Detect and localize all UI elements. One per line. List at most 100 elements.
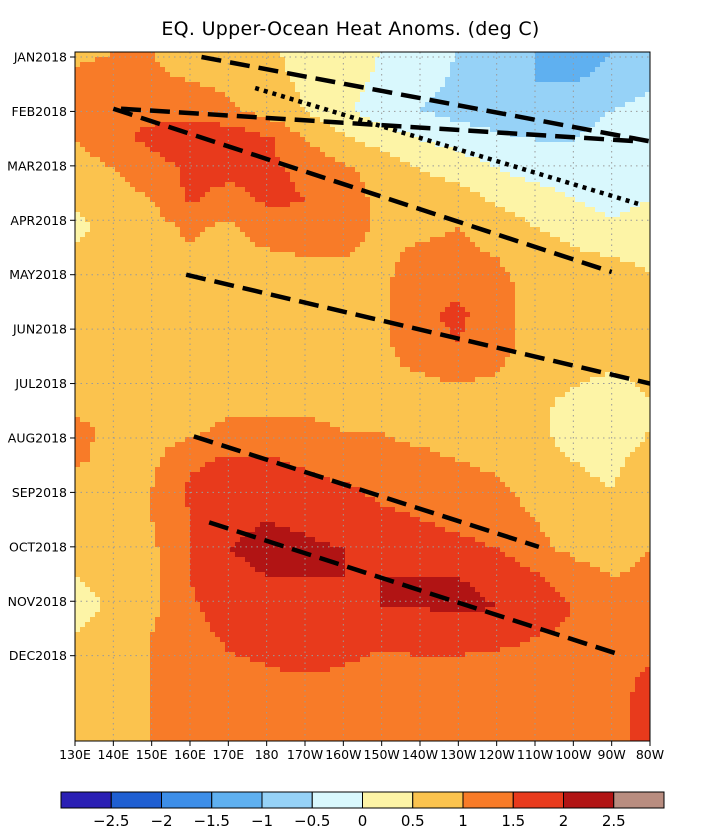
field-cell	[200, 87, 206, 93]
field-cell	[300, 232, 306, 238]
field-cell	[220, 252, 226, 258]
field-cell	[300, 102, 306, 108]
field-cell	[275, 262, 281, 268]
field-cell	[165, 172, 171, 178]
field-cell	[190, 222, 196, 228]
field-cell	[220, 52, 226, 58]
field-cell	[245, 127, 251, 133]
field-cell	[200, 77, 206, 83]
field-cell	[645, 217, 650, 223]
field-cell	[390, 252, 396, 258]
field-cell	[145, 157, 151, 163]
field-cell	[370, 262, 376, 268]
field-cell	[225, 222, 231, 228]
field-cell	[245, 82, 251, 88]
field-cell	[500, 67, 506, 73]
field-cell	[505, 202, 511, 208]
field-cell	[165, 202, 171, 208]
field-cell	[280, 62, 286, 68]
field-cell	[335, 177, 341, 183]
field-cell	[325, 257, 331, 263]
field-cell	[340, 242, 346, 248]
field-cell	[625, 207, 631, 213]
field-cell	[300, 217, 306, 223]
field-cell	[535, 97, 541, 103]
field-cell	[220, 212, 226, 218]
field-cell	[170, 252, 176, 258]
field-cell	[535, 252, 541, 258]
field-cell	[335, 212, 341, 218]
field-cell	[190, 247, 196, 253]
field-cell	[160, 92, 166, 98]
field-cell	[465, 142, 471, 148]
field-cell	[620, 77, 626, 83]
field-cell	[330, 62, 336, 68]
field-cell	[280, 137, 286, 143]
field-cell	[300, 147, 306, 153]
field-cell	[95, 262, 101, 268]
field-cell	[305, 112, 311, 118]
field-cell	[625, 177, 631, 183]
field-cell	[610, 247, 616, 253]
field-cell	[200, 157, 206, 163]
field-cell	[320, 87, 326, 93]
field-cell	[245, 167, 251, 173]
field-cell	[570, 247, 576, 253]
field-cell	[390, 152, 396, 158]
field-cell	[600, 72, 606, 78]
field-cell	[360, 112, 366, 118]
field-cell	[370, 207, 376, 213]
field-cell	[300, 162, 306, 168]
field-cell	[610, 157, 616, 163]
field-cell	[135, 232, 141, 238]
field-cell	[340, 162, 346, 168]
field-cell	[345, 62, 351, 68]
field-cell	[210, 202, 216, 208]
field-cell	[360, 227, 366, 233]
field-cell	[85, 82, 91, 88]
field-cell	[605, 127, 611, 133]
field-cell	[325, 102, 331, 108]
field-cell	[265, 162, 271, 168]
field-cell	[80, 142, 86, 148]
field-cell	[310, 167, 316, 173]
field-cell	[580, 232, 586, 238]
field-cell	[470, 122, 476, 128]
field-cell	[95, 152, 101, 158]
field-cell	[475, 72, 481, 78]
field-cell	[410, 52, 416, 58]
field-cell	[150, 187, 156, 193]
field-cell	[195, 127, 201, 133]
field-cell	[380, 102, 386, 108]
field-cell	[430, 162, 436, 168]
field-cell	[315, 167, 321, 173]
field-cell	[305, 77, 311, 83]
field-cell	[210, 152, 216, 158]
field-cell	[310, 57, 316, 63]
field-cell	[425, 227, 431, 233]
field-cell	[575, 67, 581, 73]
field-cell	[585, 157, 591, 163]
field-cell	[330, 152, 336, 158]
field-cell	[195, 77, 201, 83]
field-cell	[80, 162, 86, 168]
field-cell	[320, 122, 326, 128]
field-cell	[495, 102, 501, 108]
field-cell	[560, 82, 566, 88]
field-cell	[200, 227, 206, 233]
field-cell	[310, 192, 316, 198]
field-cell	[515, 177, 521, 183]
field-cell	[395, 192, 401, 198]
field-cell	[420, 97, 426, 103]
field-cell	[460, 212, 466, 218]
field-cell	[240, 142, 246, 148]
field-cell	[420, 72, 426, 78]
field-cell	[565, 197, 571, 203]
field-cell	[145, 137, 151, 143]
field-cell	[390, 177, 396, 183]
field-cell	[605, 117, 611, 123]
field-cell	[420, 222, 426, 228]
field-cell	[415, 177, 421, 183]
field-cell	[420, 77, 426, 83]
field-cell	[420, 137, 426, 143]
